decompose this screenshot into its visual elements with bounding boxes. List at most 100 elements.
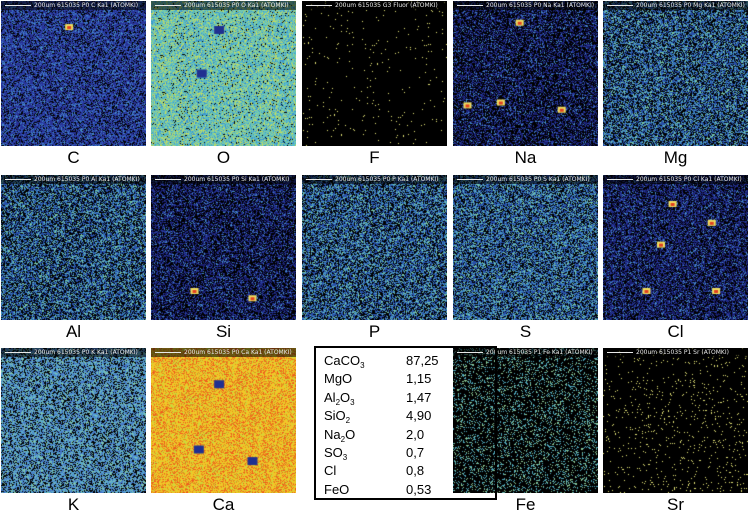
oxide-formula: MgO	[324, 371, 353, 387]
element-map-si: 200um 615035 P0 Si Ka1 (ATOMKI) Si	[151, 175, 296, 343]
scale-bar-icon	[5, 179, 31, 180]
map-image: 200um 615035 P0 K Ka1 (ATOMKI)	[1, 348, 146, 493]
scale-label: 200um	[636, 349, 660, 356]
map-image: 200um 615035 P0 Na Ka1 (ATOMKI)	[453, 1, 598, 146]
xray-map-canvas	[151, 175, 296, 320]
map-header-text: 615035 P0 Si Ka1 (ATOMKI)	[207, 176, 290, 183]
element-label: S	[519, 322, 532, 341]
oxide-value: 0,53	[406, 481, 432, 497]
composition-row: SO3 0,7	[324, 444, 495, 462]
map-header-text: 615035 P1 Fe Ka1 (ATOMKI)	[509, 349, 593, 356]
composition-row: FeO 0,53	[324, 481, 495, 499]
scale-bar-icon	[155, 179, 181, 180]
map-header: 200um 615035 G3 Fluor (ATOMKI)	[302, 1, 447, 10]
scale-label: 200um	[34, 2, 58, 9]
map-header-text: 615035 P0 P Ka1 (ATOMKI)	[358, 176, 439, 183]
xray-map-canvas	[151, 348, 296, 493]
element-map-k: 200um 615035 P0 K Ka1 (ATOMKI) K	[1, 348, 146, 516]
composition-row: Al2O3 1,47	[324, 389, 495, 407]
element-map-o: 200um 615035 P0 O Ka1 (ATOMKI) O	[151, 1, 296, 169]
map-header: 200um 615035 P0 Mg Ka1 (ATOMKI)	[603, 1, 748, 10]
map-header: 200um 615035 P0 Al Ka1 (ATOMKI)	[1, 175, 146, 184]
scale-label: 200um	[486, 176, 510, 183]
element-map-ca: 200um 615035 P0 Ca Ka1 (ATOMKI) Ca	[151, 348, 296, 516]
scale-label: 200um	[34, 349, 58, 356]
element-map-sr: 200um 615035 P1 Sr (ATOMKI) Sr	[603, 348, 748, 516]
scale-label: 200um	[184, 2, 208, 9]
map-header-text: 615035 P0 Mg Ka1 (ATOMKI)	[659, 2, 745, 9]
map-header: 200um 615035 P0 P Ka1 (ATOMKI)	[302, 175, 447, 184]
scale-bar-icon	[607, 5, 633, 6]
map-header: 200um 615035 P0 S Ka1 (ATOMKI)	[453, 175, 598, 184]
element-label: K	[67, 495, 80, 514]
scale-label: 200um	[184, 176, 208, 183]
oxide-formula: Cl	[324, 463, 337, 479]
scale-bar-icon	[155, 5, 181, 6]
element-map-p: 200um 615035 P0 P Ka1 (ATOMKI) P	[302, 175, 447, 343]
scale-bar-icon	[457, 5, 483, 6]
element-map-al: 200um 615035 P0 Al Ka1 (ATOMKI) Al	[1, 175, 146, 343]
map-header: 200um 615035 P0 K Ka1 (ATOMKI)	[1, 348, 146, 357]
xray-map-canvas	[302, 175, 447, 320]
element-label: Cl	[667, 322, 684, 341]
map-header: 200um 615035 P0 C Ka1 (ATOMKI)	[1, 1, 146, 10]
scale-bar-icon	[457, 179, 483, 180]
composition-row: Na2O 2,0	[324, 426, 495, 444]
composition-row: SiO2 4,90	[324, 407, 495, 425]
composition-table: CaCO3 87,25 MgO 1,15 Al2O3 1,47 SiO2 4,90 Na2O 2,…	[314, 346, 497, 500]
element-label: Sr	[667, 495, 684, 514]
scale-label: 200um	[34, 176, 58, 183]
scale-label: 200um	[184, 349, 208, 356]
map-header-text: 615035 P0 C Ka1 (ATOMKI)	[57, 2, 139, 9]
scale-bar-icon	[5, 352, 31, 353]
element-map-f: 200um 615035 G3 Fluor (ATOMKI) F	[302, 1, 447, 169]
xray-map-canvas	[453, 348, 598, 493]
xray-map-canvas	[302, 1, 447, 146]
composition-row: CaCO3 87,25	[324, 352, 495, 370]
element-label: F	[369, 148, 380, 167]
element-map-c: 200um 615035 P0 C Ka1 (ATOMKI) C	[1, 1, 146, 169]
xray-map-canvas	[1, 175, 146, 320]
oxide-value: 0,8	[406, 463, 425, 479]
element-map-cl: 200um 615035 P0 Cl Ka1 (ATOMKI) Cl	[603, 175, 748, 343]
oxide-formula: SO3	[324, 444, 348, 462]
map-image: 200um 615035 P1 Sr (ATOMKI)	[603, 348, 748, 493]
map-image: 200um 615035 P0 Si Ka1 (ATOMKI)	[151, 175, 296, 320]
map-image: 200um 615035 G3 Fluor (ATOMKI)	[302, 1, 447, 146]
map-image: 200um 615035 P0 S Ka1 (ATOMKI)	[453, 175, 598, 320]
element-label: Si	[215, 322, 232, 341]
scale-label: 200um	[335, 2, 359, 9]
scale-bar-icon	[5, 5, 31, 6]
xray-map-canvas	[603, 1, 748, 146]
oxide-value: 0,7	[406, 444, 425, 460]
xray-map-canvas	[1, 348, 146, 493]
xray-map-canvas	[603, 348, 748, 493]
map-image: 200um 615035 P0 Cl Ka1 (ATOMKI)	[603, 175, 748, 320]
map-header: 200um 615035 P0 Cl Ka1 (ATOMKI)	[603, 175, 748, 184]
xray-map-canvas	[603, 175, 748, 320]
element-label: C	[67, 148, 80, 167]
map-header-text: 615035 P0 K Ka1 (ATOMKI)	[57, 349, 138, 356]
map-header: 200um 615035 P0 Ca Ka1 (ATOMKI)	[151, 348, 296, 357]
element-label: O	[216, 148, 231, 167]
map-header-text: 615035 G3 Fluor (ATOMKI)	[358, 2, 438, 9]
map-image: 200um 615035 P0 Mg Ka1 (ATOMKI)	[603, 1, 748, 146]
map-header: 200um 615035 P0 Na Ka1 (ATOMKI)	[453, 1, 598, 10]
xray-map-canvas	[453, 1, 598, 146]
map-image: 200um 615035 P0 Ca Ka1 (ATOMKI)	[151, 348, 296, 493]
element-map-s: 200um 615035 P0 S Ka1 (ATOMKI) S	[453, 175, 598, 343]
map-header-text: 615035 P0 O Ka1 (ATOMKI)	[207, 2, 289, 9]
oxide-formula: SiO2	[324, 408, 351, 426]
oxide-formula: Al2O3	[324, 389, 355, 407]
oxide-value: 4,90	[406, 408, 432, 424]
element-label: Fe	[515, 495, 536, 514]
map-image: 200um 615035 P0 C Ka1 (ATOMKI)	[1, 1, 146, 146]
scale-label: 200um	[636, 2, 660, 9]
element-label: P	[368, 322, 381, 341]
map-header-text: 615035 P1 Sr (ATOMKI)	[659, 349, 729, 356]
oxide-formula: FeO	[324, 481, 350, 497]
oxide-formula: CaCO3	[324, 353, 365, 370]
composition-row: MgO 1,15	[324, 370, 495, 388]
map-header-text: 615035 P0 Ca Ka1 (ATOMKI)	[207, 349, 292, 356]
scale-label: 200um	[335, 176, 359, 183]
